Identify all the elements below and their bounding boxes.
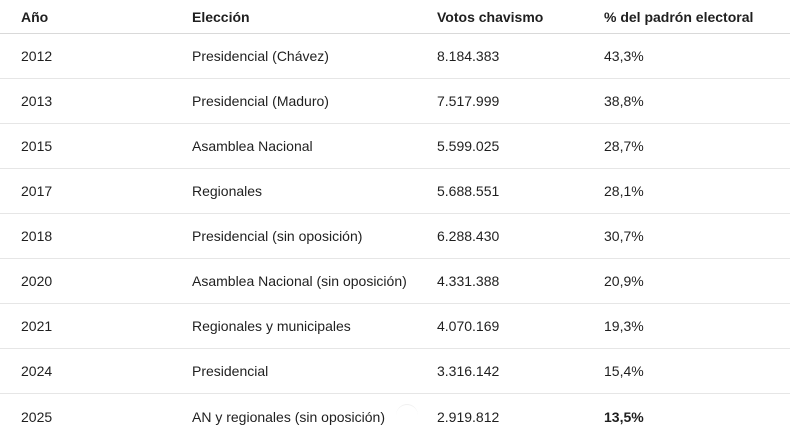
cell-percent: 28,1% — [604, 183, 644, 199]
cell-election: Presidencial (Chávez) — [192, 48, 329, 64]
cell-election: Regionales — [192, 183, 263, 199]
cell-percent: 15,4% — [604, 363, 644, 379]
cell-votes: 8.184.383 — [437, 48, 500, 64]
table-row: 2025 AN y regionales (sin oposición) 2.9… — [0, 394, 790, 439]
cell-election: Presidencial (Maduro) — [192, 93, 329, 109]
cell-election: Asamblea Nacional — [192, 138, 313, 154]
cell-votes: 4.070.169 — [437, 318, 500, 334]
cell-percent: 19,3% — [604, 318, 644, 334]
header-percent-registry: % del padrón electoral — [604, 8, 754, 25]
cell-percent: 38,8% — [604, 93, 644, 109]
cell-year: 2015 — [21, 138, 53, 154]
table-row: 2024 Presidencial 3.316.142 15,4% — [0, 349, 790, 394]
faint-circle-mark — [396, 404, 418, 427]
cell-percent: 43,3% — [604, 48, 644, 64]
cell-votes: 3.316.142 — [437, 363, 500, 379]
cell-year: 2025 — [21, 408, 53, 425]
cell-election: Presidencial (sin oposición) — [192, 228, 363, 244]
header-year: Año — [21, 8, 49, 25]
table-header-row: Año Elección Votos chavismo % del padrón… — [0, 0, 790, 34]
cell-votes: 2.919.812 — [437, 408, 500, 425]
cell-year: 2012 — [21, 48, 53, 64]
cell-percent: 13,5% — [604, 408, 644, 425]
cell-year: 2024 — [21, 363, 53, 379]
table-row: 2018 Presidencial (sin oposición) 6.288.… — [0, 214, 790, 259]
cell-votes: 4.331.388 — [437, 273, 500, 289]
table-row: 2020 Asamblea Nacional (sin oposición) 4… — [0, 259, 790, 304]
cell-year: 2017 — [21, 183, 53, 199]
table-row: 2017 Regionales 5.688.551 28,1% — [0, 169, 790, 214]
cell-votes: 5.599.025 — [437, 138, 500, 154]
cell-year: 2018 — [21, 228, 53, 244]
cell-year: 2021 — [21, 318, 53, 334]
header-election: Elección — [192, 8, 250, 25]
table-row: 2013 Presidencial (Maduro) 7.517.999 38,… — [0, 79, 790, 124]
header-votes: Votos chavismo — [437, 8, 544, 25]
cell-election: AN y regionales (sin oposición) — [192, 408, 385, 425]
cell-election: Presidencial — [192, 363, 269, 379]
cell-votes: 5.688.551 — [437, 183, 500, 199]
table-row: 2015 Asamblea Nacional 5.599.025 28,7% — [0, 124, 790, 169]
cell-election: Asamblea Nacional (sin oposición) — [192, 273, 407, 289]
table-row: 2021 Regionales y municipales 4.070.169 … — [0, 304, 790, 349]
cell-percent: 20,9% — [604, 273, 644, 289]
cell-percent: 30,7% — [604, 228, 644, 244]
cell-year: 2013 — [21, 93, 53, 109]
cell-election: Regionales y municipales — [192, 318, 351, 334]
cell-votes: 7.517.999 — [437, 93, 500, 109]
cell-votes: 6.288.430 — [437, 228, 500, 244]
cell-year: 2020 — [21, 273, 53, 289]
cell-percent: 28,7% — [604, 138, 644, 154]
table-row: 2012 Presidencial (Chávez) 8.184.383 43,… — [0, 34, 790, 79]
